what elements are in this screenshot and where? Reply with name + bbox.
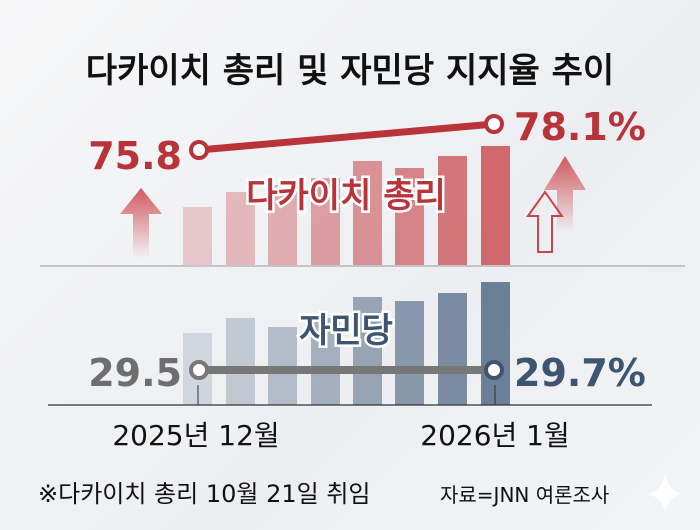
pm-decorative-bar: [268, 185, 297, 265]
up-arrow-icon: [120, 188, 162, 258]
ldp-start-label: 29.5: [88, 351, 182, 395]
pm-decorative-bar: [226, 192, 255, 265]
pm-start-label: 75.8: [88, 134, 182, 178]
pm-point-start: [189, 140, 209, 160]
pm-series-name: 다카이치 총리: [246, 176, 446, 216]
ldp-series-name: 자민당: [299, 311, 393, 351]
pm-decorative-bar: [183, 207, 212, 265]
ldp-decorative-bar: [438, 293, 467, 405]
ldp-decorative-bar: [311, 318, 340, 405]
pm-decorative-bar: [353, 161, 382, 265]
pm-series-line: [195, 120, 498, 154]
up-arrow-icon: [526, 190, 564, 253]
up-arrow-icon: [544, 156, 586, 232]
pm-point-end: [484, 114, 504, 134]
ldp-decorative-bar: [481, 282, 510, 405]
page-title: 다카이치 총리 및 자민당 지지율 추이: [86, 51, 614, 91]
pm-decorative-bar: [481, 146, 510, 265]
ldp-point-start: [189, 360, 209, 380]
sparkle-icon: [648, 472, 682, 514]
ldp-point-end: [484, 360, 504, 380]
ldp-decorative-bar: [353, 297, 382, 405]
footnote: ※다카이치 총리 10월 21일 취임: [38, 480, 371, 508]
ldp-end-label: 29.7%: [514, 351, 646, 395]
pm-decorative-bar: [395, 168, 424, 265]
x-tick-label: 2026년 1월: [420, 419, 570, 452]
pm-decorative-bar: [311, 178, 340, 265]
ldp-decorative-bar: [395, 301, 424, 405]
pm-decorative-bar: [438, 156, 467, 265]
source-note: 자료=JNN 여론조사: [440, 483, 609, 507]
pm-end-label: 78.1%: [514, 105, 646, 149]
x-tick-label: 2025년 12월: [112, 419, 279, 452]
pm-decorative-bars: [183, 146, 510, 265]
ldp-decorative-bar: [226, 318, 255, 405]
